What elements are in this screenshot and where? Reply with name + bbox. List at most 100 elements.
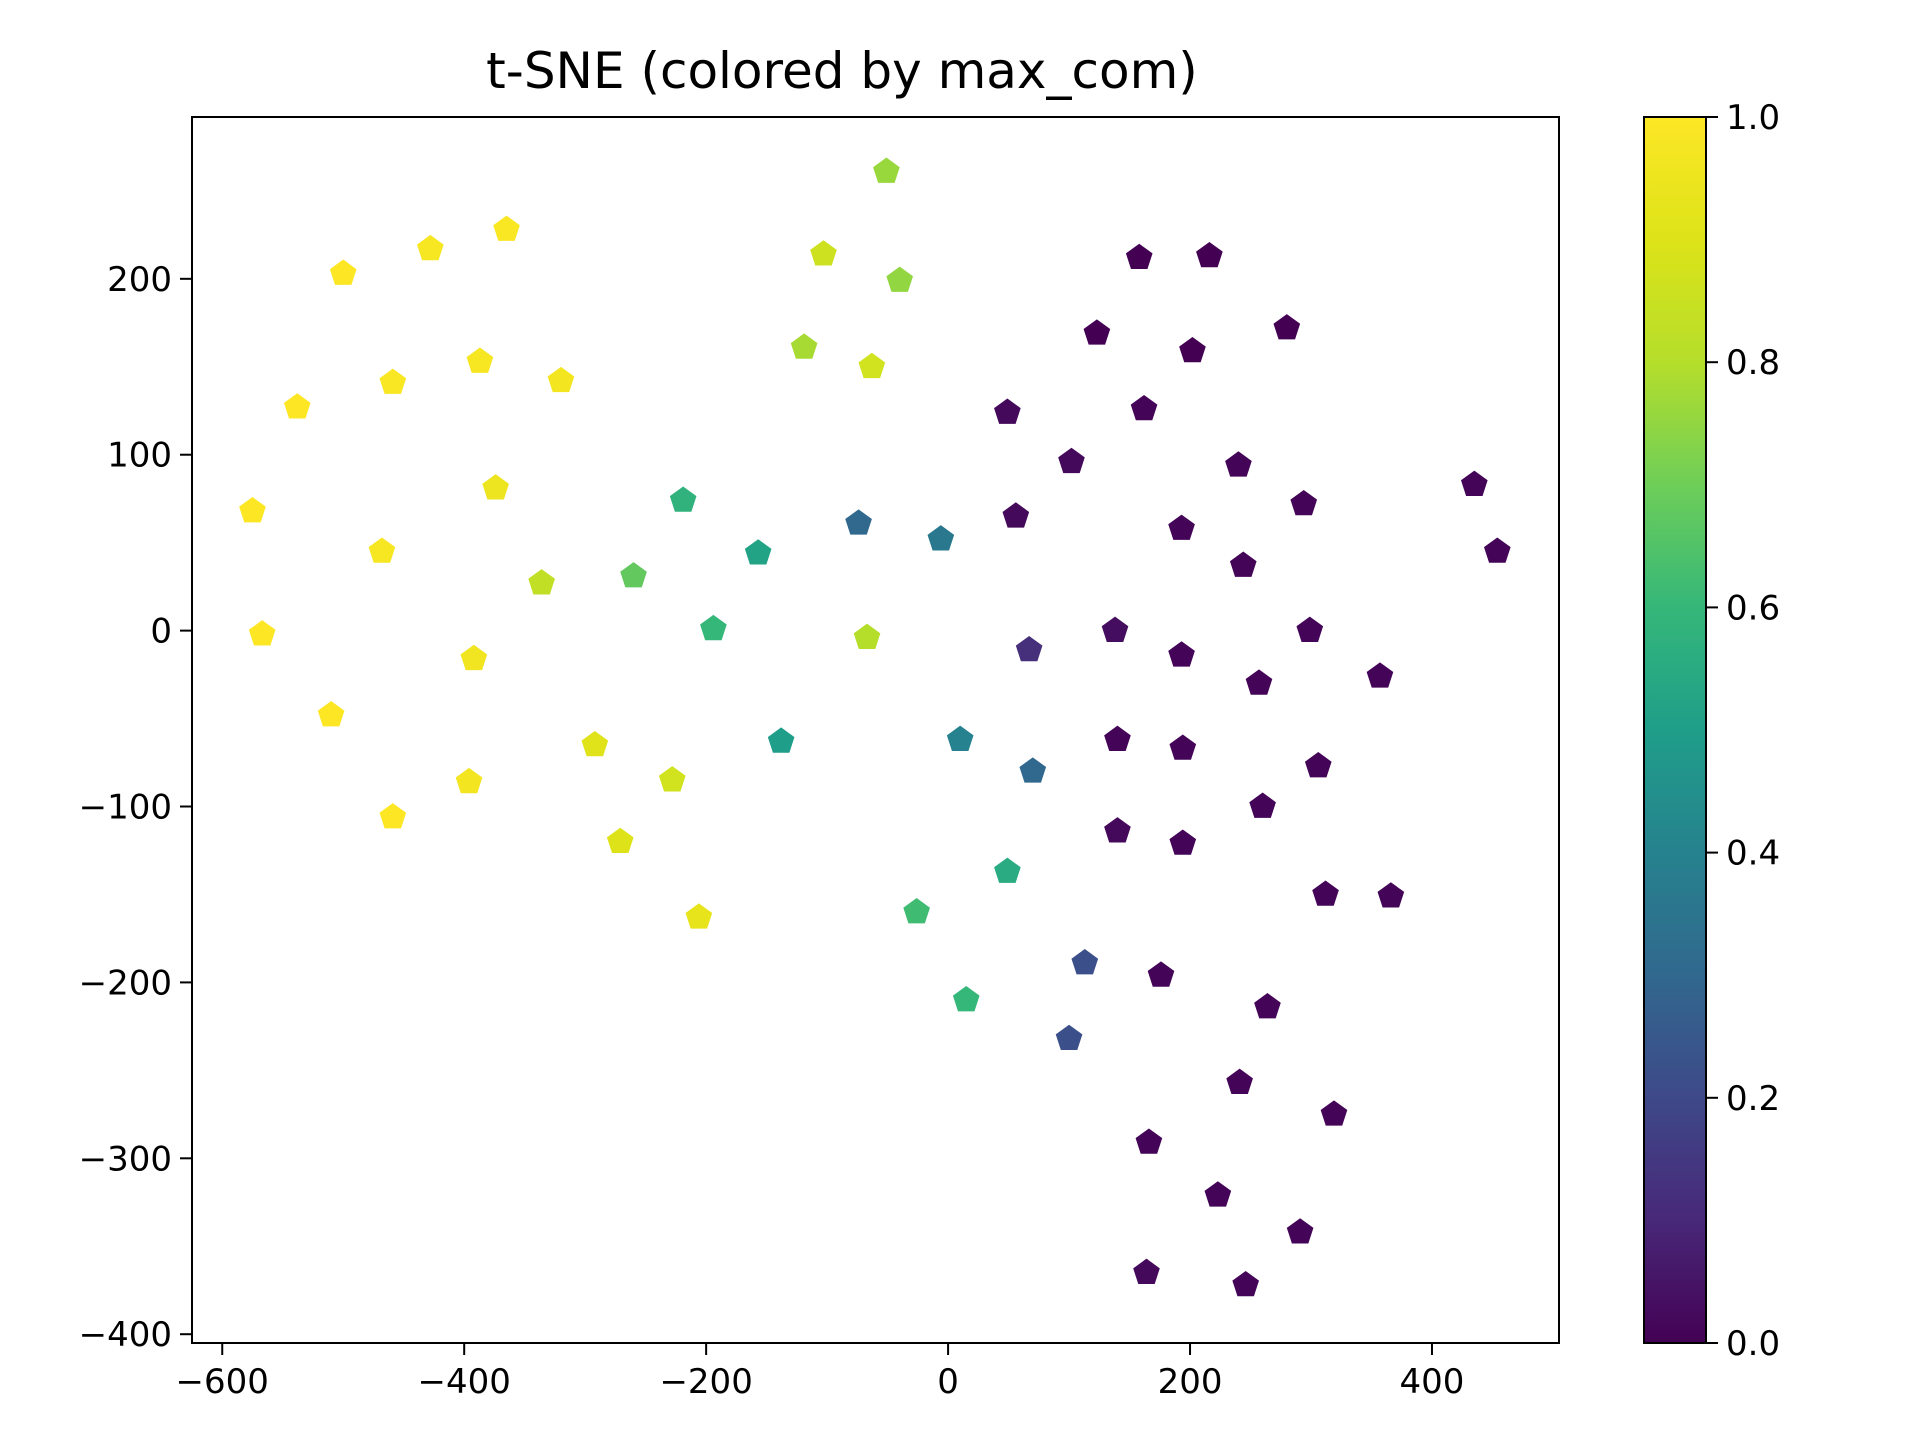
x-tick-label: 400 bbox=[1400, 1362, 1465, 1402]
scatter-point-77 bbox=[1483, 537, 1511, 563]
chart-title: t-SNE (colored by max_com) bbox=[486, 42, 1198, 100]
y-tick-label: −100 bbox=[79, 788, 172, 828]
scatter-point-33 bbox=[927, 525, 955, 551]
scatter-point-34 bbox=[946, 725, 974, 751]
scatter-point-40 bbox=[1019, 757, 1047, 783]
scatter-point-65 bbox=[1249, 792, 1276, 818]
scatter-point-41 bbox=[1055, 1024, 1083, 1051]
scatter-point-42 bbox=[1058, 447, 1085, 474]
scatter-point-35 bbox=[952, 986, 980, 1012]
scatter-point-27 bbox=[845, 509, 872, 535]
scatter-point-30 bbox=[873, 157, 900, 183]
scatter-point-26 bbox=[810, 240, 837, 266]
scatter-point-47 bbox=[1104, 817, 1131, 843]
scatter-point-38 bbox=[1002, 502, 1030, 528]
y-tick-label: −200 bbox=[79, 963, 172, 1003]
scatter-point-13 bbox=[493, 215, 520, 241]
scatter-point-29 bbox=[858, 352, 886, 379]
points-layer bbox=[239, 157, 1511, 1297]
scatter-point-74 bbox=[1366, 662, 1394, 688]
scatter-point-69 bbox=[1290, 489, 1318, 516]
scatter-point-8 bbox=[417, 234, 444, 261]
scatter-point-54 bbox=[1168, 641, 1195, 667]
scatter-point-53 bbox=[1168, 514, 1195, 540]
scatter-point-46 bbox=[1104, 725, 1131, 751]
scatter-point-66 bbox=[1254, 993, 1281, 1019]
scatter-point-63 bbox=[1232, 1270, 1259, 1297]
scatter-point-21 bbox=[685, 903, 713, 929]
scatter-point-56 bbox=[1169, 829, 1197, 855]
scatter-point-12 bbox=[482, 474, 509, 500]
y-tick-label: −400 bbox=[79, 1315, 172, 1355]
scatter-point-15 bbox=[528, 569, 555, 595]
y-axis: −400 −300 −200 −100 0 100 200 bbox=[79, 260, 192, 1355]
scatter-point-0 bbox=[239, 497, 266, 523]
scatter-point-2 bbox=[283, 393, 311, 419]
scatter-point-48 bbox=[1125, 243, 1153, 270]
y-tick-label: 100 bbox=[107, 436, 172, 476]
scatter-point-36 bbox=[994, 857, 1021, 883]
scatter-point-71 bbox=[1304, 752, 1332, 778]
scatter-point-37 bbox=[994, 398, 1021, 424]
scatter-point-49 bbox=[1130, 394, 1158, 421]
scatter-point-3 bbox=[317, 701, 345, 727]
scatter-point-45 bbox=[1101, 616, 1129, 642]
colorbar-axis: 0.0 0.2 0.4 0.6 0.8 1.0 bbox=[1706, 98, 1780, 1364]
x-tick-label: −200 bbox=[659, 1362, 752, 1402]
scatter-point-10 bbox=[460, 644, 488, 671]
scatter-point-44 bbox=[1083, 319, 1111, 345]
x-tick-label: 200 bbox=[1158, 1362, 1223, 1402]
scatter-point-31 bbox=[886, 266, 914, 292]
scatter-point-62 bbox=[1229, 551, 1257, 577]
scatter-point-58 bbox=[1196, 241, 1223, 268]
scatter-point-67 bbox=[1273, 314, 1301, 340]
scatter-point-76 bbox=[1461, 470, 1488, 496]
scatter-point-22 bbox=[700, 614, 727, 641]
y-tick-label: −300 bbox=[79, 1139, 172, 1179]
colorbar-frame bbox=[1643, 116, 1707, 1344]
scatter-point-39 bbox=[1015, 635, 1043, 662]
scatter-point-16 bbox=[581, 730, 609, 757]
x-tick-label: −400 bbox=[417, 1362, 510, 1402]
scatter-point-59 bbox=[1204, 1181, 1232, 1207]
colorbar-tick-label: 0.4 bbox=[1726, 834, 1780, 874]
scatter-point-4 bbox=[329, 259, 357, 285]
scatter-point-28 bbox=[853, 623, 881, 649]
scatter-point-43 bbox=[1071, 949, 1099, 975]
x-axis: −600 −400 −200 0 200 400 bbox=[176, 1343, 1465, 1402]
scatter-point-72 bbox=[1312, 880, 1339, 906]
scatter-point-51 bbox=[1135, 1128, 1163, 1154]
scatter-point-64 bbox=[1245, 669, 1273, 695]
scatter-point-32 bbox=[903, 898, 930, 924]
scatter-point-50 bbox=[1133, 1258, 1160, 1284]
scatter-point-68 bbox=[1286, 1218, 1314, 1244]
x-tick-label: −600 bbox=[176, 1362, 269, 1402]
scatter-point-18 bbox=[620, 562, 647, 588]
scatter-point-11 bbox=[466, 347, 494, 373]
colorbar-tick-label: 0.2 bbox=[1726, 1079, 1780, 1119]
scatter-point-57 bbox=[1179, 336, 1206, 363]
scatter-point-24 bbox=[767, 727, 795, 753]
scatter-point-9 bbox=[455, 767, 483, 794]
scatter-point-20 bbox=[669, 486, 697, 512]
plot-frame bbox=[191, 116, 1560, 1344]
scatter-point-5 bbox=[368, 537, 396, 563]
scatter-point-73 bbox=[1320, 1100, 1348, 1126]
scatter-point-19 bbox=[658, 766, 686, 792]
scatter-point-70 bbox=[1296, 616, 1324, 642]
y-tick-label: 200 bbox=[107, 260, 172, 300]
y-tick-label: 0 bbox=[150, 612, 172, 652]
scatter-point-60 bbox=[1225, 451, 1252, 477]
scatter-point-25 bbox=[790, 333, 818, 359]
scatter-point-14 bbox=[547, 366, 575, 393]
colorbar-tick-label: 1.0 bbox=[1726, 98, 1780, 138]
scatter-point-75 bbox=[1377, 882, 1405, 908]
colorbar-tick-label: 0.8 bbox=[1726, 343, 1780, 383]
scatter-point-17 bbox=[606, 827, 634, 854]
scatter-point-7 bbox=[379, 803, 407, 829]
scatter-point-6 bbox=[379, 368, 407, 394]
scatter-point-1 bbox=[248, 620, 276, 646]
scatter-point-23 bbox=[744, 539, 772, 565]
